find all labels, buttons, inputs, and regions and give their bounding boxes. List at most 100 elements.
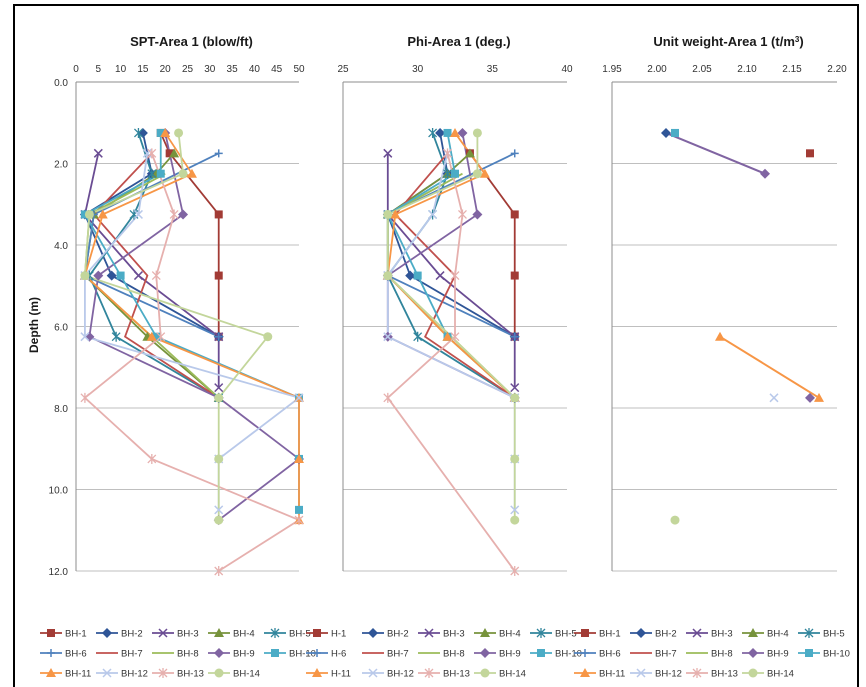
data-point — [214, 393, 224, 403]
chart-title: Phi-Area 1 (deg.) — [407, 34, 510, 49]
legend-label: BH-2 — [655, 629, 677, 640]
legend-label: BH-5 — [823, 629, 845, 640]
data-point — [443, 168, 452, 179]
legend-label: BH-7 — [121, 649, 143, 660]
legend-label: BH-14 — [233, 669, 260, 680]
data-point — [178, 209, 189, 220]
legend-marker — [270, 628, 280, 638]
y-tick-label: 2.0 — [54, 160, 68, 171]
data-point — [214, 515, 224, 525]
data-point — [147, 453, 157, 464]
x-tick-label: 1.95 — [602, 64, 622, 75]
data-point — [661, 127, 671, 138]
data-point — [169, 209, 179, 220]
data-point — [443, 148, 452, 159]
legend-marker — [636, 668, 646, 678]
legend-label: BH-14 — [499, 669, 526, 680]
data-point — [133, 127, 143, 138]
legend-label: BH-8 — [177, 649, 199, 660]
legend-label: BH-2 — [121, 629, 143, 640]
chart-panel-3: Unit weight-Area 1 (t/m3) 1.95 2.00 2.05 2.1… — [574, 34, 850, 680]
x-tick-label: 15 — [137, 64, 149, 75]
legend-marker — [804, 628, 814, 638]
data-point — [405, 270, 416, 281]
data-point — [294, 453, 304, 463]
data-point — [111, 331, 121, 342]
connector-line — [665, 132, 766, 175]
legend-marker — [313, 649, 321, 657]
data-point — [464, 148, 475, 158]
legend-label: BH-4 — [233, 629, 255, 640]
legend: BH-1 BH-2 BH-3 BH-4 BH-5 BH-6 BH-7 BH-8 BH-9 BH-1… — [40, 628, 316, 680]
legend-label: BH-13 — [711, 669, 738, 680]
legend-marker — [47, 629, 55, 637]
data-point — [80, 392, 90, 403]
legend-marker — [102, 668, 112, 678]
data-point — [165, 149, 174, 158]
legend-label: BH-7 — [655, 649, 677, 660]
legend-marker — [271, 649, 279, 657]
data-point — [133, 271, 143, 281]
legend-marker — [748, 628, 758, 637]
legend-marker — [480, 668, 490, 678]
data-point — [383, 148, 393, 158]
legend-label: BH-12 — [387, 669, 414, 680]
legend-label: BH-6 — [65, 649, 87, 660]
data-point — [479, 168, 490, 178]
legend-label: BH-5 — [289, 629, 311, 640]
chart-panel-1: SPT-Area 1 (blow/ft) 0 5 10 15 20 25 30 35 40 45 50… — [40, 34, 316, 680]
legend-marker — [158, 628, 168, 638]
legend-label: BH-14 — [767, 669, 794, 680]
x-tick-label: 35 — [487, 64, 499, 75]
legend-label: BH-11 — [65, 669, 91, 680]
legend-marker — [312, 668, 322, 677]
legend-label: BH-4 — [767, 629, 789, 640]
data-point — [169, 148, 180, 158]
legend-label: BH-9 — [233, 649, 255, 660]
data-point — [80, 271, 90, 281]
x-tick-label: 2.05 — [692, 64, 712, 75]
legend-label: BH-9 — [767, 649, 789, 660]
y-tick-label: 0.0 — [54, 78, 68, 89]
legend-marker — [368, 628, 378, 638]
data-point — [383, 271, 393, 281]
x-tick-label: 10 — [115, 64, 127, 75]
data-point — [174, 128, 184, 138]
y-tick-label: 8.0 — [54, 404, 68, 415]
x-tick-label: 30 — [412, 64, 424, 75]
title-superscript: 3 — [795, 35, 800, 44]
data-point — [214, 454, 224, 464]
data-point — [146, 331, 157, 341]
legend-marker — [102, 628, 112, 638]
data-point — [510, 149, 519, 158]
data-point — [472, 209, 483, 220]
legend-marker — [46, 668, 56, 677]
data-point — [214, 505, 224, 515]
x-tick-label: 2.00 — [647, 64, 667, 75]
legend-label: H-11 — [331, 669, 351, 680]
data-point — [442, 331, 453, 341]
legend-marker — [580, 668, 590, 677]
data-point — [428, 209, 438, 219]
legend-label: BH-10 — [823, 649, 850, 660]
legend: H-1 BH-2 BH-3 BH-4 BH-5 H-6 BH-7 BH-8 BH-9 BH-10 H… — [306, 628, 582, 680]
y-axis-label: Depth (m) — [27, 297, 41, 353]
legend-marker — [480, 628, 490, 637]
legend-label: BH-10 — [289, 649, 316, 660]
data-point — [156, 331, 166, 342]
data-point — [156, 169, 165, 178]
legend-marker — [368, 668, 378, 678]
legend-label: H-1 — [331, 629, 346, 640]
legend-label: H-6 — [331, 649, 346, 660]
data-point — [510, 332, 519, 341]
data-point — [97, 209, 108, 219]
series-line — [469, 152, 516, 337]
series-line — [386, 153, 516, 572]
title-end: ) — [799, 34, 803, 49]
legend-marker — [214, 668, 224, 678]
x-tick-label: 25 — [182, 64, 194, 75]
data-point — [147, 148, 157, 159]
chart-title: SPT-Area 1 (blow/ft) — [130, 34, 253, 49]
data-point — [116, 271, 125, 280]
